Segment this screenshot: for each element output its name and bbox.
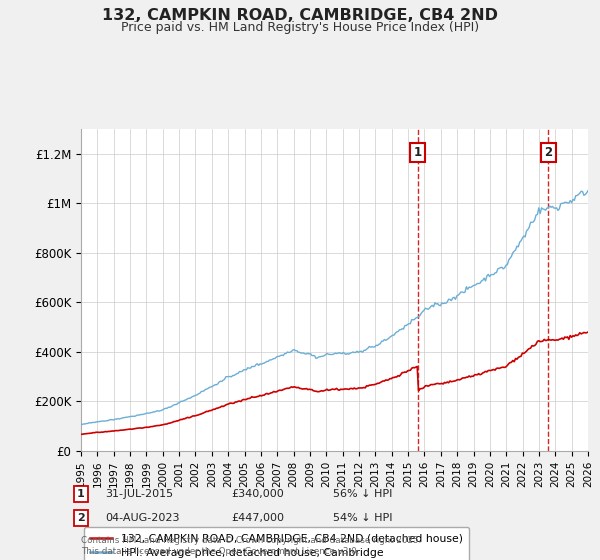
- Text: £447,000: £447,000: [231, 513, 284, 523]
- Text: 54% ↓ HPI: 54% ↓ HPI: [333, 513, 392, 523]
- Text: 2: 2: [544, 146, 553, 159]
- Text: £340,000: £340,000: [231, 489, 284, 499]
- Text: 1: 1: [77, 489, 85, 499]
- Text: 31-JUL-2015: 31-JUL-2015: [105, 489, 173, 499]
- Legend: 132, CAMPKIN ROAD, CAMBRIDGE, CB4 2ND (detached house), HPI: Average price, deta: 132, CAMPKIN ROAD, CAMBRIDGE, CB4 2ND (d…: [84, 527, 469, 560]
- Text: 2: 2: [77, 513, 85, 523]
- Text: Price paid vs. HM Land Registry's House Price Index (HPI): Price paid vs. HM Land Registry's House …: [121, 21, 479, 34]
- Text: 132, CAMPKIN ROAD, CAMBRIDGE, CB4 2ND: 132, CAMPKIN ROAD, CAMBRIDGE, CB4 2ND: [102, 8, 498, 24]
- Text: Contains HM Land Registry data © Crown copyright and database right 2025.
This d: Contains HM Land Registry data © Crown c…: [81, 536, 421, 556]
- Text: 04-AUG-2023: 04-AUG-2023: [105, 513, 179, 523]
- Text: 56% ↓ HPI: 56% ↓ HPI: [333, 489, 392, 499]
- Text: 1: 1: [413, 146, 422, 159]
